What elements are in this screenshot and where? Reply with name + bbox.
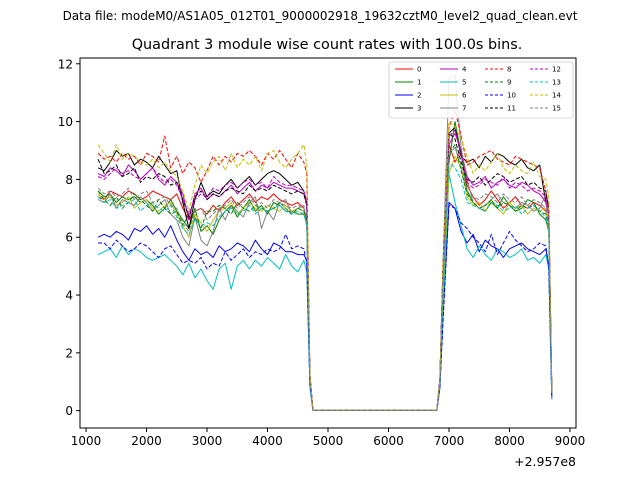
series-line-14	[97, 121, 553, 411]
series-line-11	[97, 132, 553, 411]
legend-label-13: 13	[552, 79, 561, 87]
x-tick-label: 9000	[555, 434, 586, 448]
series-line-8	[97, 109, 553, 411]
legend-label-11: 11	[507, 105, 516, 113]
series-line-13	[97, 161, 553, 411]
legend-label-7: 7	[462, 105, 466, 113]
legend-label-14: 14	[552, 92, 561, 100]
legend-label-15: 15	[552, 105, 561, 113]
series-line-6	[97, 155, 553, 411]
legend-label-8: 8	[507, 66, 511, 74]
x-tick-label: 1000	[71, 434, 102, 448]
series-line-4	[97, 132, 553, 411]
legend-label-6: 6	[462, 92, 467, 100]
legend-label-4: 4	[462, 66, 467, 74]
x-tick-label: 8000	[494, 434, 525, 448]
legend-label-12: 12	[552, 66, 561, 74]
series-line-10	[98, 204, 553, 411]
series-line-12	[97, 129, 553, 411]
y-tick-label: 8	[65, 173, 73, 187]
chart-title: Quadrant 3 module wise count rates with …	[132, 37, 523, 53]
x-tick-label: 2000	[131, 434, 162, 448]
series-line-15	[97, 147, 553, 411]
x-tick-label: 4000	[252, 434, 283, 448]
legend-label-3: 3	[417, 105, 421, 113]
legend-label-5: 5	[462, 79, 466, 87]
legend-label-9: 9	[507, 79, 511, 87]
y-tick-label: 12	[58, 57, 73, 71]
y-tick-label: 2	[65, 346, 73, 360]
series-layer	[97, 74, 553, 411]
x-tick-label: 5000	[313, 434, 344, 448]
legend-label-0: 0	[417, 66, 421, 74]
x-tick-label: 3000	[192, 434, 223, 448]
y-tick-label: 10	[58, 115, 73, 129]
x-tick-label: 6000	[373, 434, 404, 448]
y-tick-label: 0	[65, 404, 73, 418]
legend-label-1: 1	[417, 79, 421, 87]
series-line-9	[97, 144, 553, 411]
y-tick-label: 4	[65, 289, 73, 303]
series-line-2	[97, 202, 553, 411]
x-tick-label: 7000	[434, 434, 465, 448]
ticks-layer: 1000 2000 3000 4000 5000 6000 7000 8000 9000 0 2 4 6…	[58, 57, 586, 448]
y-tick-label: 6	[65, 231, 73, 245]
chart-suptitle: Data file: modeM0/AS1A05_012T01_90000029…	[63, 9, 578, 23]
series-line-0	[97, 144, 553, 411]
legend-frame	[388, 61, 574, 119]
x-offset-label: +2.957e8	[514, 454, 576, 469]
legend-label-10: 10	[507, 92, 516, 100]
legend-label-2: 2	[417, 92, 421, 100]
